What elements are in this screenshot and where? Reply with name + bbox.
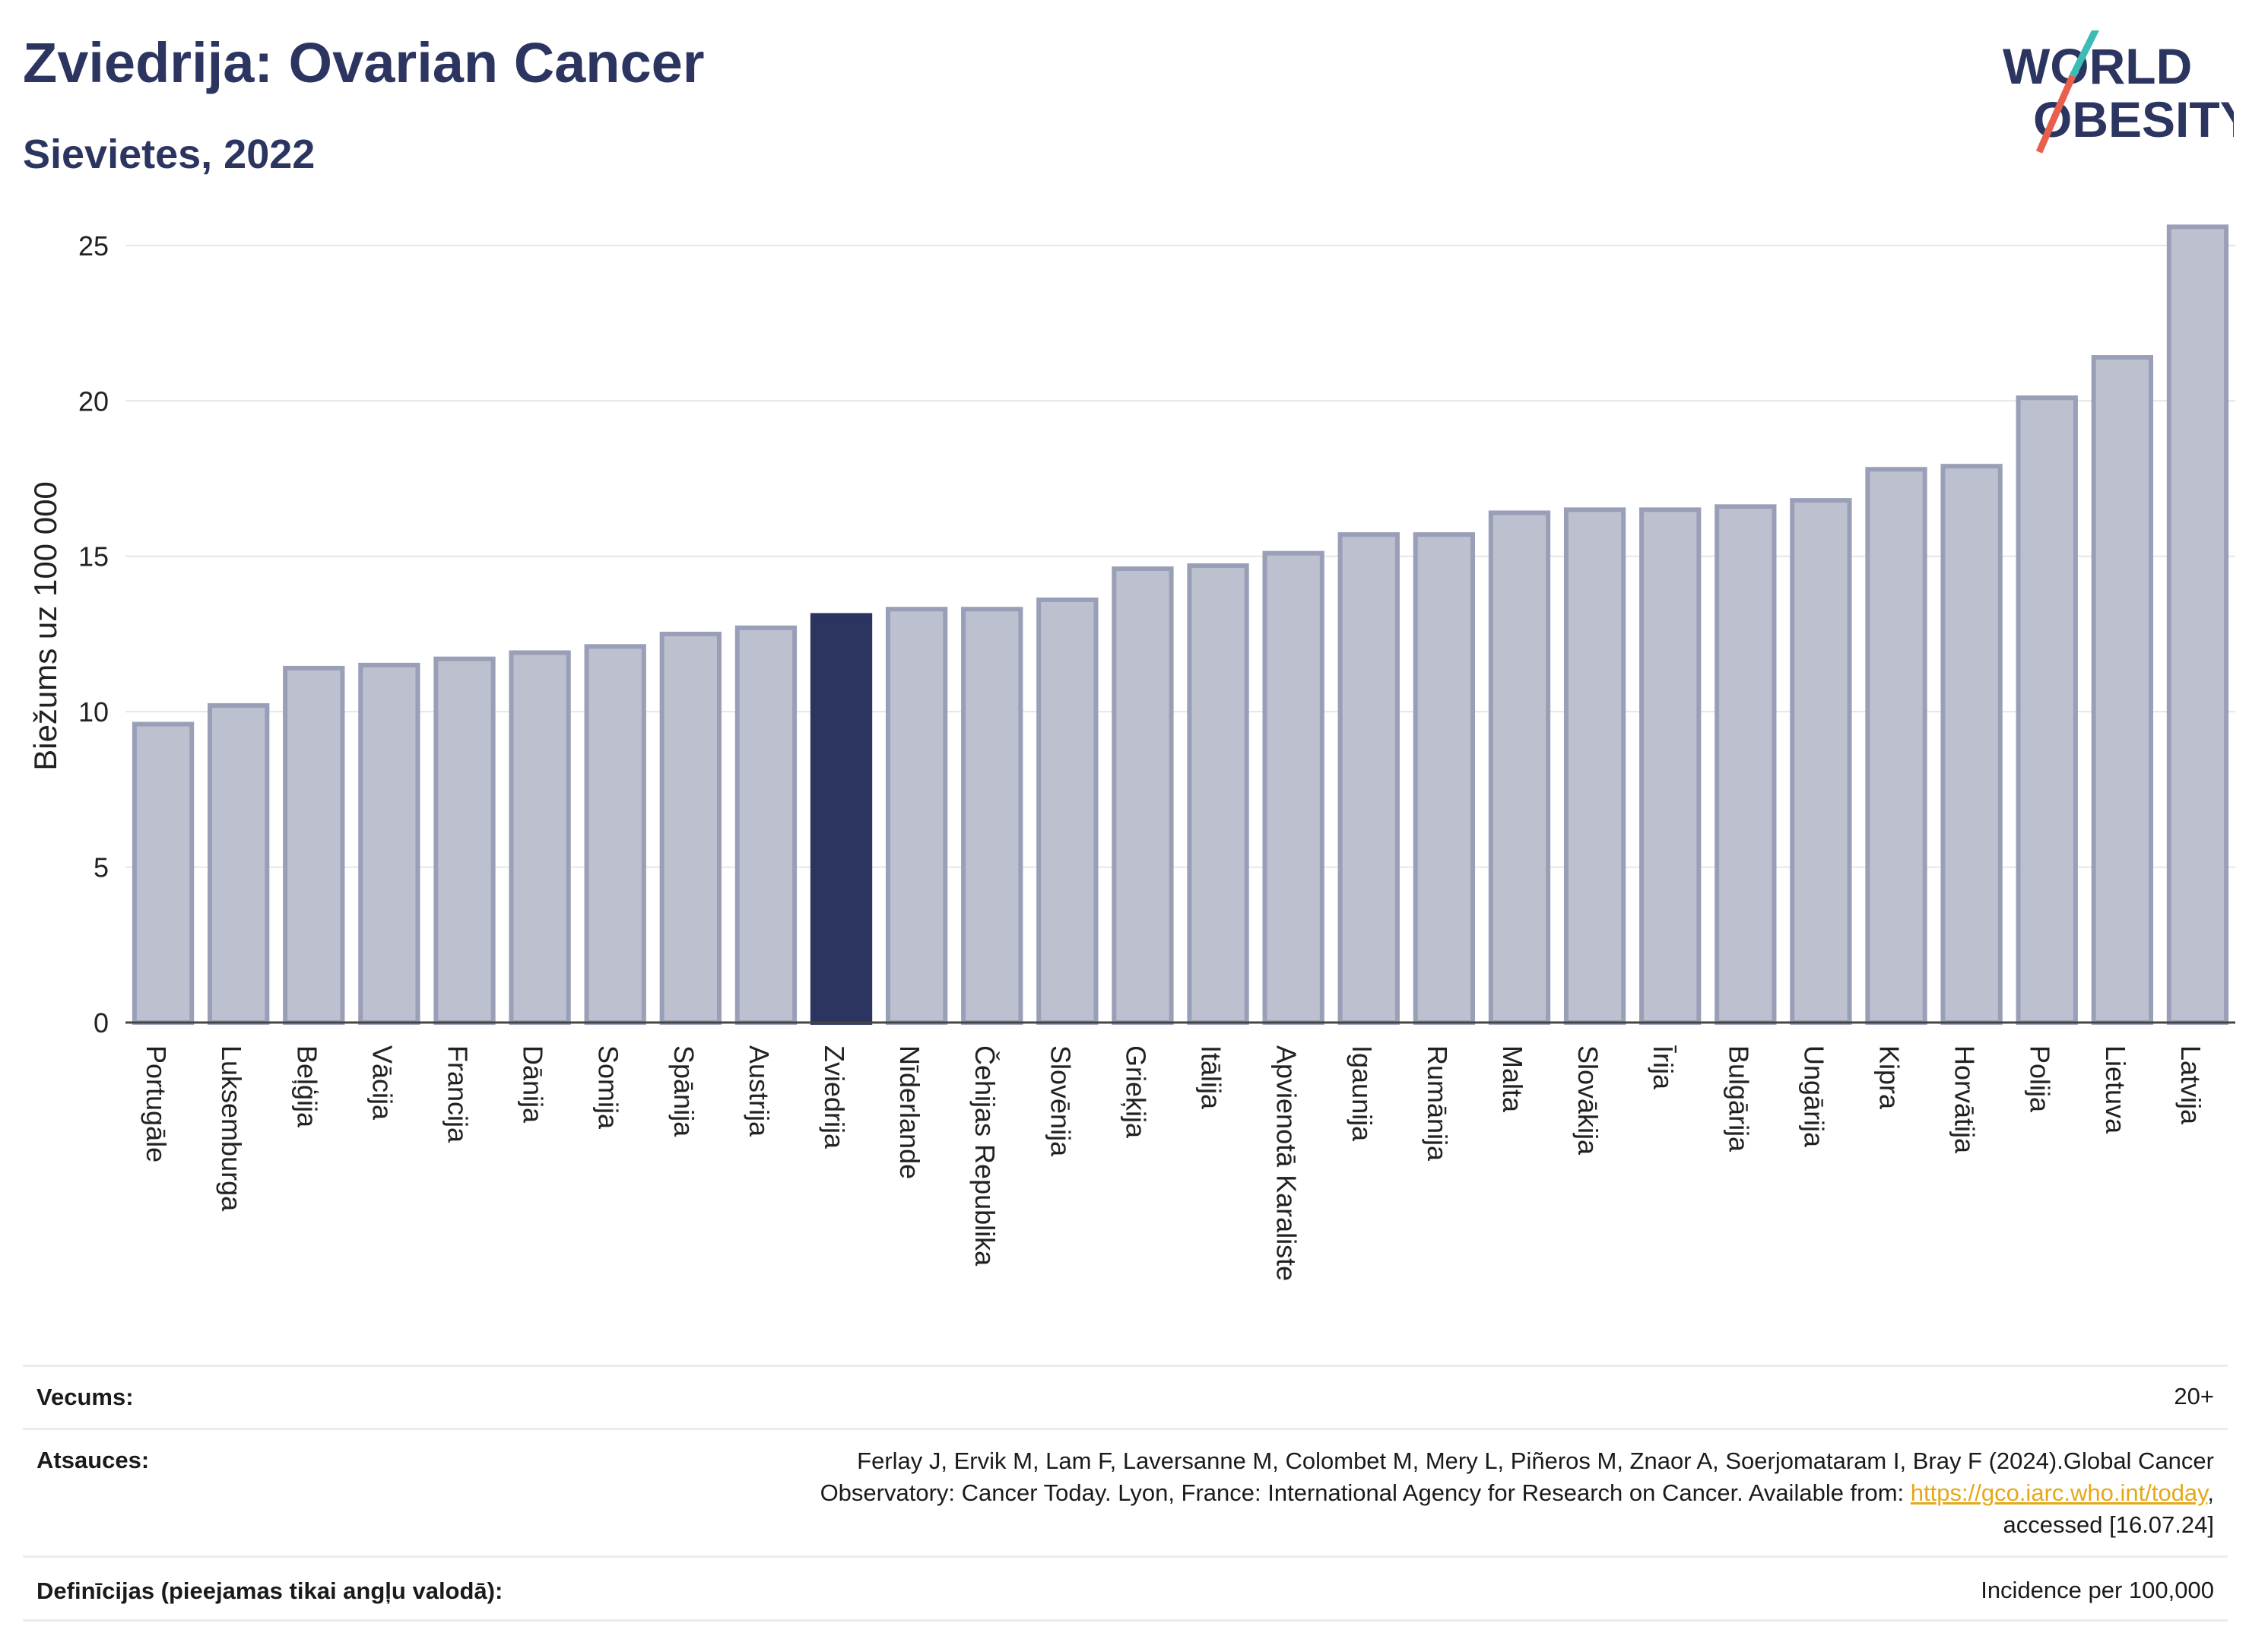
bar-10 (885, 607, 948, 1025)
x-tick-label: Kipra (1874, 1045, 1905, 1110)
definitions-value: Incidence per 100,000 (1981, 1577, 2214, 1603)
x-tick-label: Vācija (366, 1045, 398, 1121)
references-label: Atsauces: (36, 1447, 150, 1473)
x-tick-label: Luksemburga (216, 1045, 247, 1212)
bar-13 (1112, 566, 1174, 1025)
references-text: Ferlay J, Ervik M, Lam F, Laversanne M, … (820, 1445, 2214, 1541)
bar-22 (1790, 498, 1852, 1025)
logo-slash-bottom (2035, 75, 2076, 154)
references-line2-text: Observatory: Cancer Today. Lyon, France:… (820, 1479, 1911, 1506)
x-tick-label: Itālija (1196, 1045, 1227, 1110)
info-row-definitions: Definīcijas (pieejamas tikai angļu valod… (23, 1555, 2228, 1622)
x-tick-label: Beļģija (291, 1045, 322, 1128)
definitions-label: Definīcijas (pieejamas tikai angļu valod… (36, 1577, 503, 1604)
info-row-age: Vecums: 20+ (23, 1365, 2228, 1430)
y-tick-label: 15 (78, 541, 109, 572)
bar-26 (2091, 355, 2153, 1026)
world-obesity-logo: WORLD OBESITY (2003, 30, 2234, 154)
x-tick-label: Igaunija (1347, 1045, 1378, 1142)
logo-slash-top (2069, 30, 2100, 78)
age-value: 20+ (2174, 1383, 2214, 1409)
logo-line1: WORLD (2003, 38, 2192, 94)
y-tick-label: 10 (78, 696, 109, 728)
references-line2: Observatory: Cancer Today. Lyon, France:… (820, 1477, 2214, 1509)
info-bottom-divider (23, 1619, 2228, 1622)
y-tick-label: 5 (94, 852, 109, 883)
x-tick-label: Austrija (744, 1045, 775, 1137)
info-row-references: Atsauces: Ferlay J, Ervik M, Lam F, Lave… (23, 1428, 2228, 1558)
bar-11 (961, 607, 1023, 1025)
references-line3: accessed [16.07.24] (2003, 1511, 2214, 1538)
page-subtitle: Sievietes, 2022 (23, 132, 316, 177)
x-tick-label: Apvienotā Karaliste (1271, 1045, 1302, 1281)
age-label: Vecums: (36, 1384, 134, 1410)
bar-15 (1262, 550, 1324, 1025)
bar-8 (734, 625, 798, 1025)
bar-7 (659, 631, 722, 1025)
bar-25 (2016, 395, 2078, 1025)
x-tick-label: Spānija (668, 1045, 699, 1137)
x-tick-label: Slovākija (1572, 1045, 1603, 1156)
bar-1 (208, 702, 270, 1025)
x-tick-label: Grieķija (1120, 1045, 1151, 1139)
x-tick-label: Čehijas Republika (969, 1045, 1001, 1267)
y-tick-label: 0 (94, 1007, 109, 1038)
bar-14 (1187, 563, 1249, 1025)
x-tick-label: Rumānija (1422, 1045, 1453, 1162)
x-tick-label: Francija (442, 1045, 473, 1143)
x-axis-ticks: Portugāle Luksemburga Beļģija Vācija Francij… (141, 1045, 2206, 1281)
bar-3 (358, 662, 420, 1025)
x-tick-label: Zviedrija (819, 1045, 850, 1149)
bar-0 (132, 721, 195, 1025)
y-axis-label: Biežums uz 100 000 (27, 481, 63, 771)
x-tick-label: Nīderlande (894, 1045, 925, 1179)
x-tick-label: Polija (2025, 1045, 2056, 1113)
bar-5 (509, 650, 571, 1025)
bar-4 (433, 656, 496, 1026)
bar-19 (1563, 507, 1626, 1025)
x-tick-label: Ungārija (1798, 1045, 1829, 1148)
bar-23 (1865, 467, 1927, 1025)
bar-24 (1940, 464, 2003, 1025)
bar-17 (1413, 532, 1476, 1025)
x-tick-label: Dānija (518, 1045, 549, 1124)
x-tick-label: Portugāle (141, 1045, 172, 1162)
y-tick-label: 20 (78, 385, 109, 417)
y-axis-ticks: 0 5 10 15 20 25 (78, 230, 109, 1038)
bar-27 (2166, 224, 2229, 1025)
bar-21 (1715, 504, 1777, 1025)
bar-12 (1036, 597, 1099, 1025)
page-title: Zviedrija: Ovarian Cancer (23, 31, 705, 94)
x-tick-label: Horvātija (1949, 1045, 1981, 1154)
bar-6 (584, 644, 646, 1025)
x-tick-label: Slovēnija (1045, 1045, 1076, 1157)
y-tick-label: 25 (78, 230, 109, 262)
bar-20 (1639, 507, 1702, 1025)
references-line2-end: , (2207, 1479, 2214, 1506)
bar-9 (810, 613, 873, 1025)
x-tick-label: Lietuva (2100, 1045, 2131, 1134)
bar-chart: 0 5 10 15 20 25 Portugāle Luksemburga Beļģija Vā… (27, 224, 2235, 1281)
references-line1: Ferlay J, Ervik M, Lam F, Laversanne M, … (857, 1447, 2214, 1474)
x-tick-label: Īrija (1648, 1045, 1679, 1090)
bar-16 (1337, 532, 1400, 1025)
bar-2 (283, 665, 345, 1026)
bar-18 (1488, 510, 1551, 1025)
x-tick-label: Somija (593, 1045, 624, 1130)
x-tick-label: Latvija (2175, 1045, 2206, 1125)
x-tick-label: Malta (1497, 1045, 1528, 1113)
references-link[interactable]: https://gco.iarc.who.int/today (1910, 1479, 2208, 1506)
bars (132, 224, 2229, 1026)
logo-line2: OBESITY (2033, 91, 2234, 147)
x-tick-label: Bulgārija (1723, 1045, 1754, 1153)
